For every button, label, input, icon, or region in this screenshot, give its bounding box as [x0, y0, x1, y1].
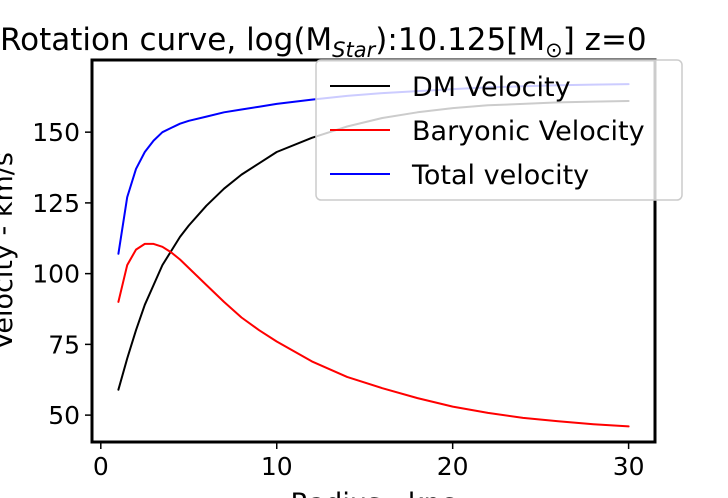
y-tick-label: 75 — [48, 330, 80, 359]
title-end: ] z=0 — [563, 22, 647, 58]
legend-entry-dm-velocity: DM Velocity — [330, 72, 571, 103]
legend-label: DM Velocity — [412, 72, 571, 103]
x-tick-label: 0 — [93, 452, 109, 481]
chart-title: Rotation curve, log(MStar):10.125[M⊙] z=… — [0, 22, 647, 62]
legend-label: Baryonic Velocity — [412, 116, 645, 147]
x-tick-label: 30 — [613, 452, 645, 481]
legend-label: Total velocity — [411, 160, 589, 191]
legend: DM Velocity Baryonic Velocity Total veloci… — [315, 59, 683, 201]
y-tick-label: 50 — [48, 401, 80, 430]
legend-entry-baryonic-velocity: Baryonic Velocity — [330, 116, 645, 147]
title-middle: ):10.125[M — [375, 22, 545, 58]
series-line-2 — [117, 242, 630, 428]
x-tick-label: 10 — [261, 452, 293, 481]
title-sun-symbol: ⊙ — [545, 38, 563, 62]
title-subscript: Star — [332, 38, 376, 62]
y-tick-label: 150 — [32, 118, 80, 147]
x-axis-label: Radius - kpc — [290, 488, 455, 498]
x-tick-label: 20 — [437, 452, 469, 481]
y-axis-label: Velocity - km/s — [0, 152, 19, 350]
title-main: Rotation curve, log(M — [0, 22, 332, 58]
y-tick-label: 125 — [32, 189, 80, 218]
legend-entry-total-velocity: Total velocity — [330, 160, 589, 191]
y-tick-label: 100 — [32, 260, 80, 289]
legend-box — [315, 59, 683, 201]
ticks-layer: 0 10 20 30 50 75 100 125 150 — [32, 118, 644, 481]
